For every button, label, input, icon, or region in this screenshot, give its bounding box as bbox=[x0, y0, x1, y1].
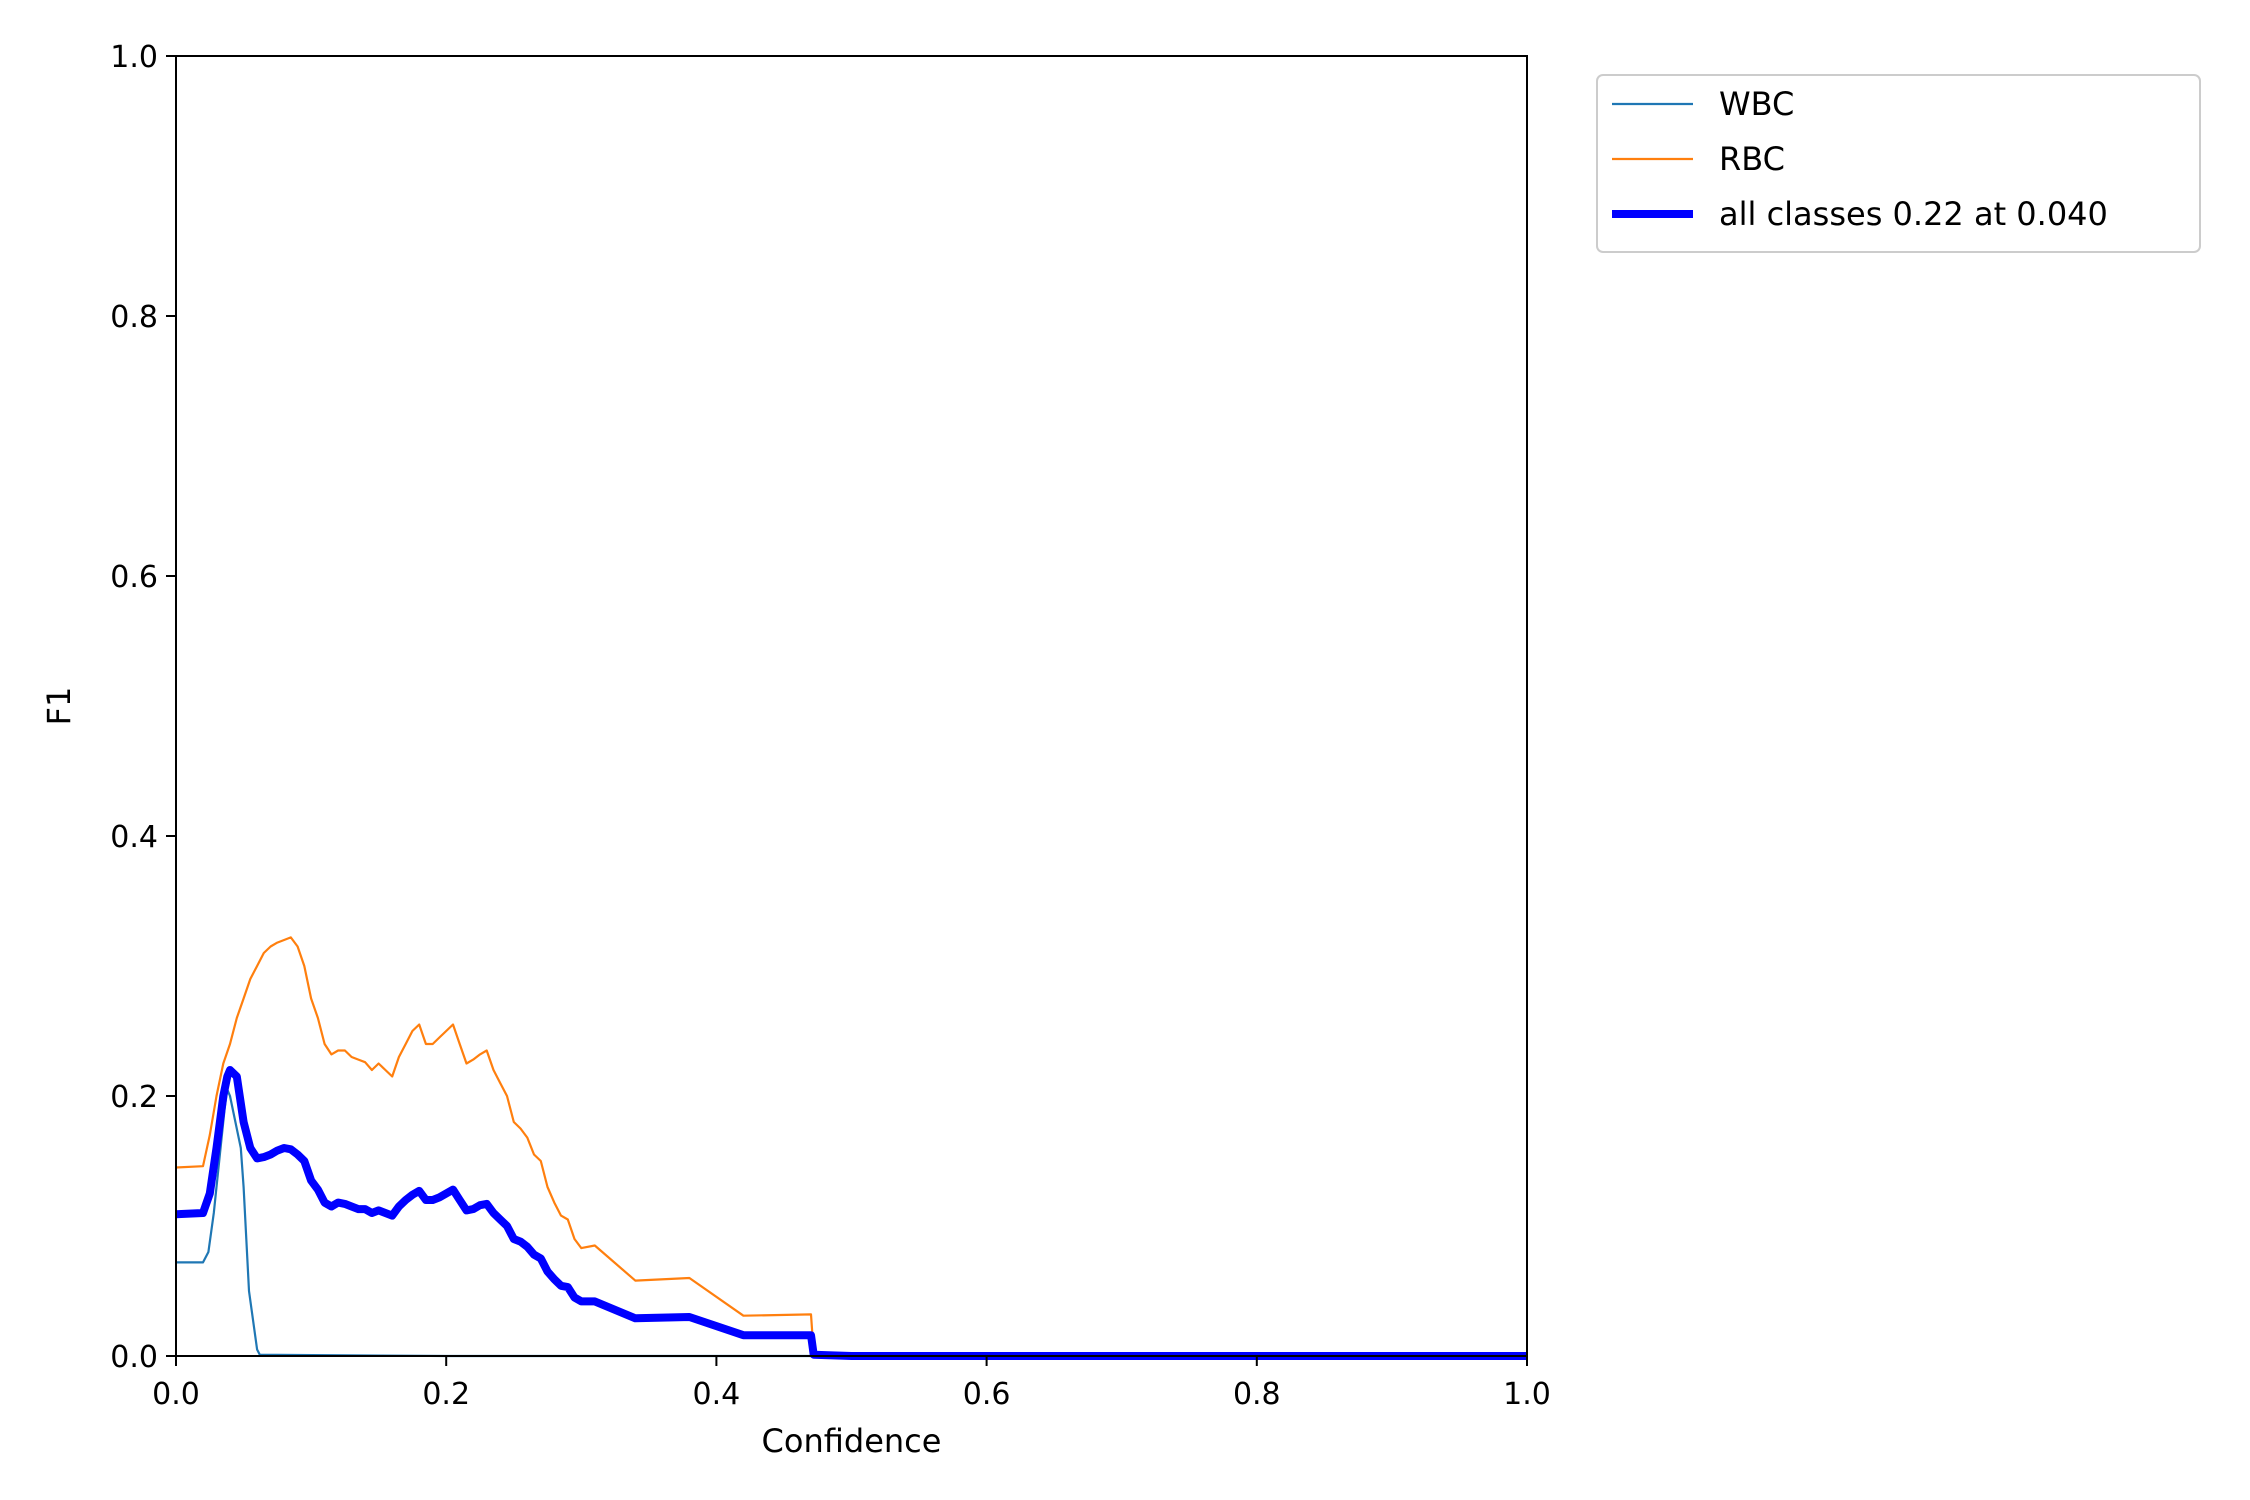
y-tick-label: 0.6 bbox=[110, 560, 158, 595]
y-tick-label: 0.0 bbox=[110, 1340, 158, 1375]
legend-label: RBC bbox=[1719, 140, 1785, 178]
x-tick-label: 0.0 bbox=[152, 1377, 200, 1412]
x-tick-label: 0.4 bbox=[693, 1377, 741, 1412]
y-tick-label: 0.8 bbox=[110, 300, 158, 335]
series-line-1 bbox=[175, 936, 1527, 1358]
legend-box bbox=[1596, 74, 2201, 253]
x-tick-label: 1.0 bbox=[1503, 1377, 1551, 1412]
ticks-layer: 0.0 0.2 0.4 0.6 0.8 1.0 0.0 0.2 0.4 0.6 0.8 1.0 bbox=[110, 40, 1551, 1412]
series-line-2 bbox=[175, 1066, 1527, 1360]
y-tick-label: 0.4 bbox=[110, 820, 158, 855]
x-axis-label: Confidence bbox=[762, 1422, 942, 1460]
x-tick-label: 0.2 bbox=[422, 1377, 470, 1412]
series-layer bbox=[175, 936, 1527, 1360]
legend-label: WBC bbox=[1719, 85, 1794, 123]
x-tick-label: 0.6 bbox=[963, 1377, 1011, 1412]
y-tick-label: 0.2 bbox=[110, 1080, 158, 1115]
series-line-0 bbox=[176, 1088, 1527, 1358]
legend: WBC RBC all classes 0.22 at 0.040 bbox=[1596, 74, 2201, 253]
legend-label: all classes 0.22 at 0.040 bbox=[1719, 195, 2108, 233]
plot-frame bbox=[175, 55, 1528, 1357]
y-tick-label: 1.0 bbox=[110, 40, 158, 75]
y-axis-label: F1 bbox=[40, 687, 78, 726]
x-tick-label: 0.8 bbox=[1233, 1377, 1281, 1412]
